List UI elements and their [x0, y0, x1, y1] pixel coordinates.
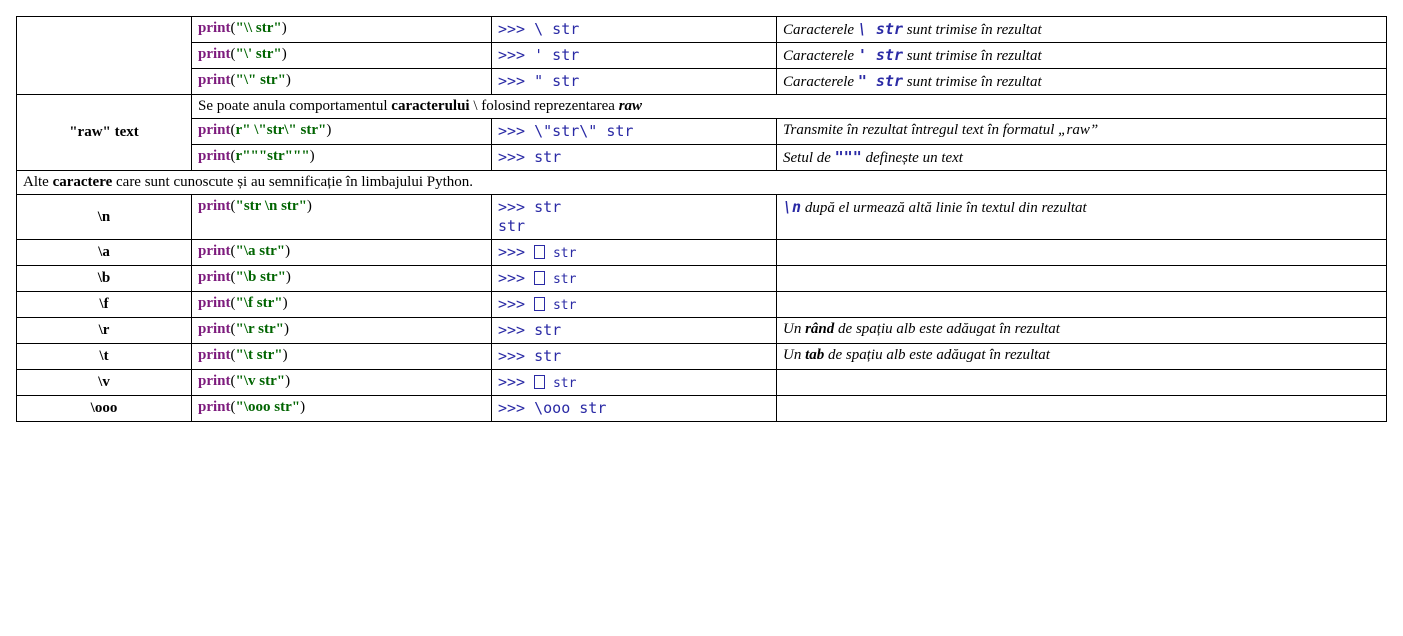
description-cell: Caracterele ' str sunt trimise în rezult… — [777, 43, 1387, 69]
table-row: print("\' str") >>> ' str Caracterele ' … — [17, 43, 1387, 69]
row-header: \ooo — [17, 396, 192, 422]
row-header: \f — [17, 292, 192, 318]
table-row: print("\" str") >>> " str Caracterele " … — [17, 69, 1387, 95]
description-cell: \n după el urmează altă linie în textul … — [777, 195, 1387, 240]
row-header: \a — [17, 240, 192, 266]
table-row: \f print("\f str") >>> str — [17, 292, 1387, 318]
code-cell: print("\r str") — [192, 318, 492, 344]
placeholder-box-icon — [534, 271, 545, 285]
output-cell: >>> str — [492, 318, 777, 344]
code-fragment: \ str — [858, 20, 903, 38]
placeholder-box-icon — [534, 245, 545, 259]
description-cell: Un tab de spațiu alb este adăugat în rez… — [777, 344, 1387, 370]
description-cell — [777, 396, 1387, 422]
table-row: \b print("\b str") >>> str — [17, 266, 1387, 292]
output-cell: >>> " str — [492, 69, 777, 95]
output-cell: >>> str — [492, 240, 777, 266]
description-cell — [777, 370, 1387, 396]
table-row: "raw" text Se poate anula comportamentul… — [17, 95, 1387, 119]
row-header: \n — [17, 195, 192, 240]
code-cell: print(r" \"str\" str") — [192, 119, 492, 145]
row-header: \r — [17, 318, 192, 344]
description-cell: Caracterele \ str sunt trimise în rezult… — [777, 17, 1387, 43]
output-cell: >>> ' str — [492, 43, 777, 69]
table-row: \r print("\r str") >>> str Un rând de sp… — [17, 318, 1387, 344]
table-row: \t print("\t str") >>> str Un tab de spa… — [17, 344, 1387, 370]
prompt: >>> — [498, 20, 534, 38]
description-cell: Transmite în rezultat întregul text în f… — [777, 119, 1387, 145]
code-cell: print("str \n str") — [192, 195, 492, 240]
table-row: print(r" \"str\" str") >>> \"str\" str T… — [17, 119, 1387, 145]
code-cell: print("\' str") — [192, 43, 492, 69]
row-header: \b — [17, 266, 192, 292]
code-cell: print("\b str") — [192, 266, 492, 292]
row-header: \v — [17, 370, 192, 396]
string-literal: "\\ str" — [236, 20, 282, 36]
raw-note: Se poate anula comportamentul caracterul… — [192, 95, 1387, 119]
table-row: \a print("\a str") >>> str — [17, 240, 1387, 266]
placeholder-box-icon — [534, 375, 545, 389]
row-header-raw: "raw" text — [17, 95, 192, 171]
output-cell: >>> str — [492, 145, 777, 171]
keyword: print — [198, 20, 231, 36]
description-cell: Un rând de spațiu alb este adăugat în re… — [777, 318, 1387, 344]
table-row: print("\\ str") >>> \ str Caracterele \ … — [17, 17, 1387, 43]
description-cell — [777, 266, 1387, 292]
escape-sequences-table: print("\\ str") >>> \ str Caracterele \ … — [16, 16, 1387, 422]
code-cell: print("\f str") — [192, 292, 492, 318]
code-cell: print(r"""str""") — [192, 145, 492, 171]
output-cell: >>> str — [492, 370, 777, 396]
code-cell: print("\" str") — [192, 69, 492, 95]
description-cell — [777, 240, 1387, 266]
code-cell: print("\t str") — [192, 344, 492, 370]
output-cell: >>> \ str — [492, 17, 777, 43]
row-header-empty — [17, 17, 192, 95]
code-cell: print("\ooo str") — [192, 396, 492, 422]
output-cell: >>> \"str\" str — [492, 119, 777, 145]
description-cell — [777, 292, 1387, 318]
output-cell: >>> \ooo str — [492, 396, 777, 422]
description-cell: Caracterele " str sunt trimise în rezult… — [777, 69, 1387, 95]
code-cell: print("\v str") — [192, 370, 492, 396]
output-cell: >>> str str — [492, 195, 777, 240]
code-cell: print("\a str") — [192, 240, 492, 266]
table-row: print(r"""str""") >>> str Setul de """ d… — [17, 145, 1387, 171]
output-text: \ str — [534, 20, 579, 38]
section-title: Alte caractere care sunt cunoscute și au… — [17, 171, 1387, 195]
output-cell: >>> str — [492, 292, 777, 318]
description-cell: Setul de """ definește un text — [777, 145, 1387, 171]
placeholder-box-icon — [534, 297, 545, 311]
table-row: \n print("str \n str") >>> str str \n du… — [17, 195, 1387, 240]
table-row: \ooo print("\ooo str") >>> \ooo str — [17, 396, 1387, 422]
row-header: \t — [17, 344, 192, 370]
section-row: Alte caractere care sunt cunoscute și au… — [17, 171, 1387, 195]
table-row: \v print("\v str") >>> str — [17, 370, 1387, 396]
code-cell: print("\\ str") — [192, 17, 492, 43]
output-cell: >>> str — [492, 266, 777, 292]
output-cell: >>> str — [492, 344, 777, 370]
